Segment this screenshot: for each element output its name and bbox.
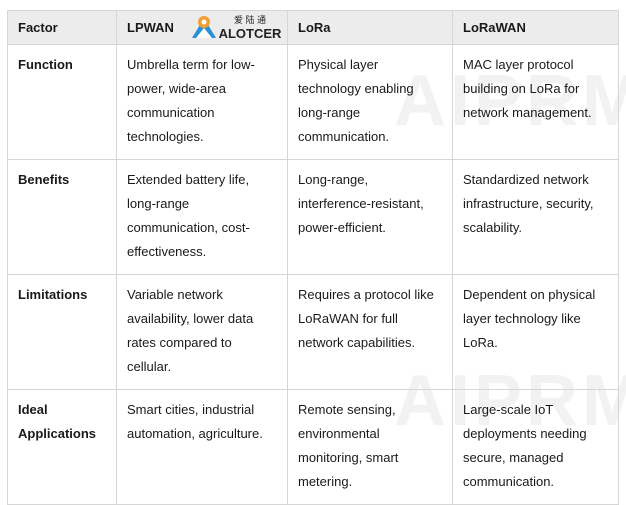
cell-lora: Long-range, interference-resistant, powe… xyxy=(287,159,453,275)
header-row: Factor LPWAN LoRa LoRaWAN xyxy=(7,10,619,45)
cell-lpwan: Extended battery life, long-range commun… xyxy=(116,159,288,275)
table-row: Ideal Applications Smart cities, industri… xyxy=(7,389,619,505)
col-header: LoRaWAN xyxy=(452,10,619,45)
svg-text:ALOTCER: ALOTCER xyxy=(219,26,282,40)
cell-factor: Ideal Applications xyxy=(7,389,117,505)
col-header: LPWAN xyxy=(116,10,288,45)
svg-text:爱 陆 通: 爱 陆 通 xyxy=(234,14,266,25)
cell-lora: Physical layer technology enabling long-… xyxy=(287,44,453,160)
cell-lpwan: Variable network availability, lower dat… xyxy=(116,274,288,390)
cell-factor: Function xyxy=(7,44,117,160)
cell-lorawan: Dependent on physical layer technology l… xyxy=(452,274,619,390)
cell-lorawan: Large-scale IoT deployments needing secu… xyxy=(452,389,619,505)
cell-lora: Requires a protocol like LoRaWAN for ful… xyxy=(287,274,453,390)
col-header: LoRa xyxy=(287,10,453,45)
comparison-table: Factor LPWAN LoRa LoRaWAN Function Umbrel… xyxy=(7,10,619,505)
table-row: Limitations Variable network availability… xyxy=(7,274,619,390)
table-row: Benefits Extended battery life, long-rang… xyxy=(7,159,619,275)
cell-lorawan: MAC layer protocol building on LoRa for … xyxy=(452,44,619,160)
cell-lorawan: Standardized network infrastructure, sec… xyxy=(452,159,619,275)
cell-lpwan: Umbrella term for low-power, wide-area c… xyxy=(116,44,288,160)
cell-factor: Benefits xyxy=(7,159,117,275)
table-row: Function Umbrella term for low-power, wid… xyxy=(7,44,619,160)
alotcer-logo: 爱 陆 通 ALOTCER xyxy=(190,12,295,41)
cell-lpwan: Smart cities, industrial automation, agr… xyxy=(116,389,288,505)
cell-factor: Limitations xyxy=(7,274,117,390)
cell-lora: Remote sensing, environmental monitoring… xyxy=(287,389,453,505)
col-header: Factor xyxy=(7,10,117,45)
